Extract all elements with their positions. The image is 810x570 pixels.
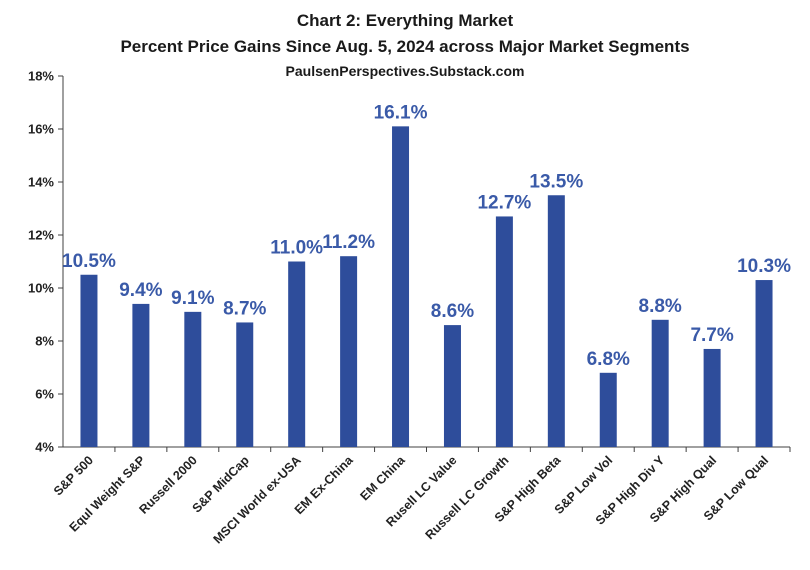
bar xyxy=(236,322,254,447)
x-category-label: MSCI World ex-USA xyxy=(211,453,304,546)
y-tick-label: 12% xyxy=(28,228,54,243)
data-label: 9.4% xyxy=(119,280,162,301)
bar xyxy=(443,325,461,447)
bar xyxy=(340,256,358,447)
plot-area: 4%6%8%10%12%14%16%18%10.5%S&P 5009.4%Equ… xyxy=(28,69,791,547)
y-tick-label: 14% xyxy=(28,175,54,190)
data-label: 8.6% xyxy=(431,301,474,322)
y-tick-label: 4% xyxy=(35,440,54,455)
data-label: 12.7% xyxy=(477,192,531,213)
data-label: 11.2% xyxy=(322,232,375,253)
data-label: 9.1% xyxy=(171,288,214,309)
y-tick-label: 10% xyxy=(28,281,54,296)
bar xyxy=(80,274,98,447)
data-label: 10.5% xyxy=(62,251,116,272)
y-tick-label: 8% xyxy=(35,334,54,349)
y-tick-label: 18% xyxy=(28,69,54,84)
bar xyxy=(288,261,306,447)
bar xyxy=(132,303,150,447)
data-label: 11.0% xyxy=(270,238,323,259)
bar xyxy=(651,319,669,447)
data-label: 16.1% xyxy=(374,102,428,123)
bar xyxy=(547,195,565,447)
data-label: 8.8% xyxy=(639,296,682,317)
bar xyxy=(184,311,202,447)
data-label: 7.7% xyxy=(690,325,733,346)
bar xyxy=(599,372,617,447)
data-label: 10.3% xyxy=(737,256,791,277)
x-category-label: EM China xyxy=(357,452,408,503)
data-label: 8.7% xyxy=(223,298,266,319)
bar xyxy=(703,348,721,447)
chart-title: Chart 2: Everything Market xyxy=(297,11,514,30)
data-label: 6.8% xyxy=(587,349,630,370)
data-label: 13.5% xyxy=(529,171,583,192)
chart-subtitle: Percent Price Gains Since Aug. 5, 2024 a… xyxy=(120,37,689,56)
chart-source: PaulsenPerspectives.Substack.com xyxy=(286,63,525,79)
y-tick-label: 6% xyxy=(35,387,54,402)
bar xyxy=(495,216,513,447)
y-tick-label: 16% xyxy=(28,122,54,137)
x-category-label: S&P 500 xyxy=(51,453,96,498)
bar xyxy=(755,280,773,447)
bar xyxy=(392,126,410,447)
